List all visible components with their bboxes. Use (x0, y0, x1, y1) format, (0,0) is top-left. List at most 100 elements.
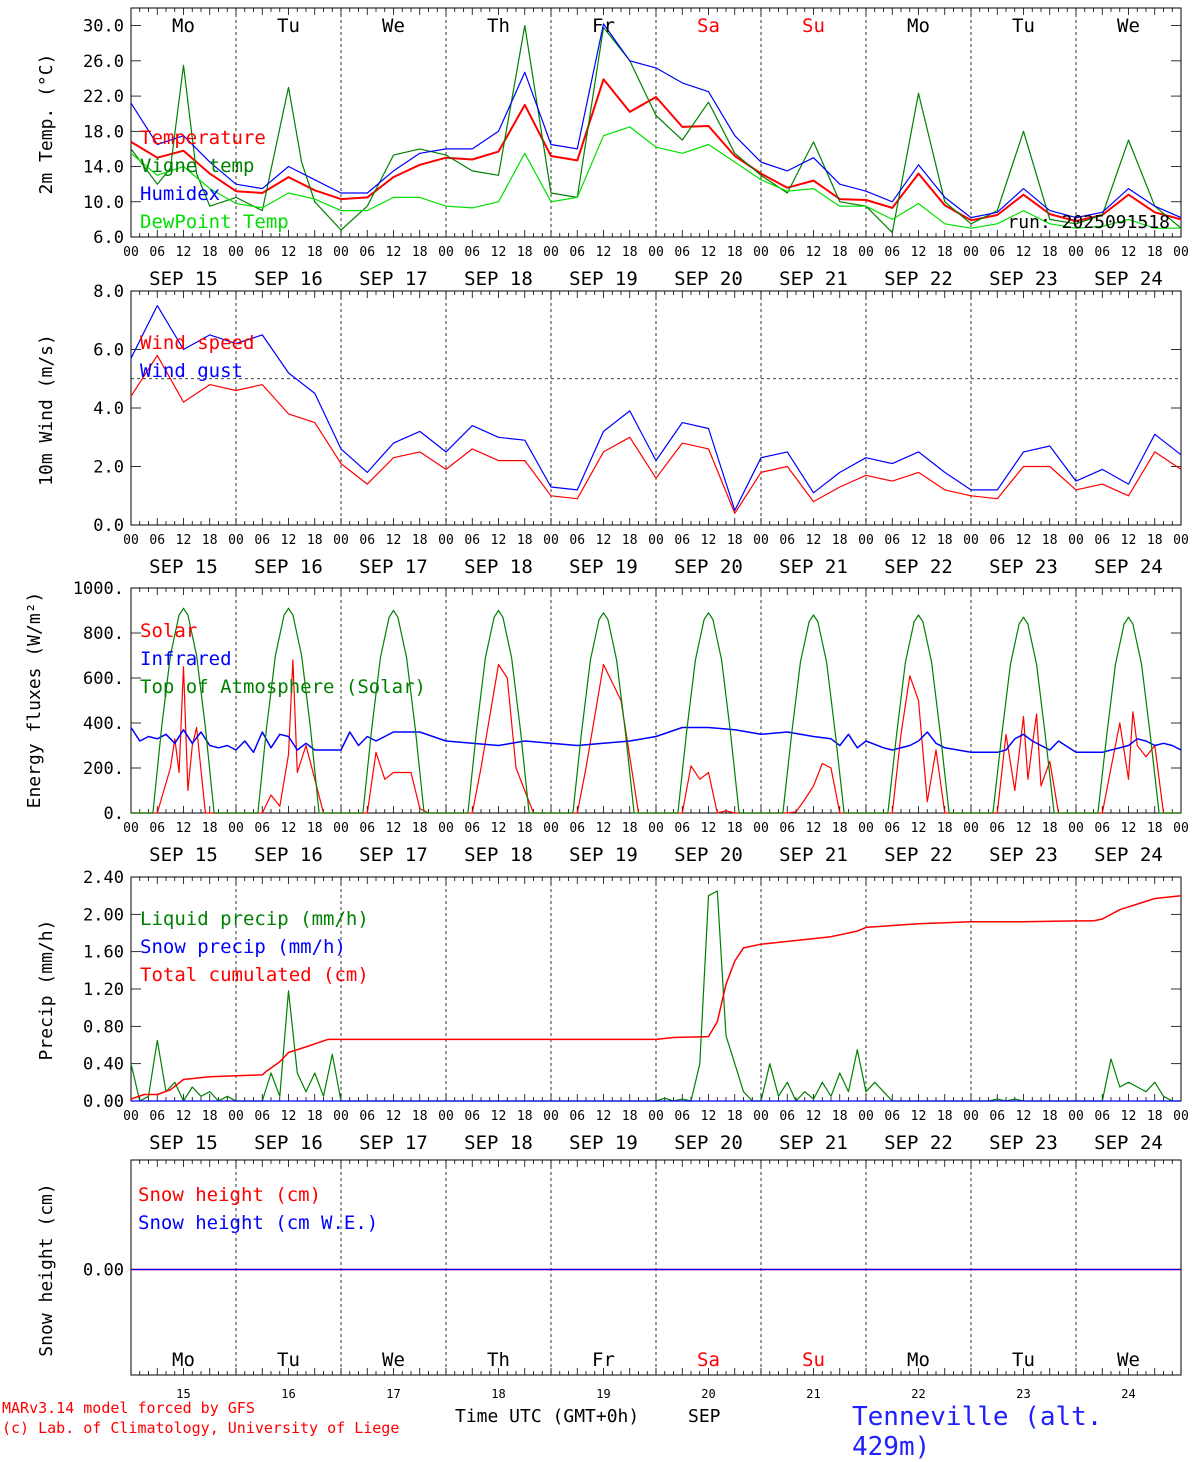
hour-label: 12 (386, 533, 402, 548)
hour-label: 06 (989, 1109, 1005, 1124)
hour-label: 18 (1042, 245, 1058, 260)
hour-label: 00 (1068, 245, 1084, 260)
hour-label: 18 (1147, 1109, 1163, 1124)
day-number-label: 19 (596, 1387, 610, 1401)
day-number-label: 20 (701, 1387, 715, 1401)
hour-label: 06 (884, 245, 900, 260)
series-line-infrared (130, 726, 1182, 754)
hour-label: 18 (307, 1109, 323, 1124)
y-tick-label: 30.0 (83, 17, 124, 37)
hour-label: 12 (491, 533, 507, 548)
hour-label: 18 (517, 1109, 533, 1124)
hour-label: 12 (491, 245, 507, 260)
date-label: SEP 15 (149, 268, 218, 290)
hour-label: 18 (832, 533, 848, 548)
hour-label: 06 (569, 245, 585, 260)
y-tick-label: 10.0 (83, 193, 124, 213)
hour-label: 06 (1094, 533, 1110, 548)
hour-label: 12 (911, 1109, 927, 1124)
y-tick-label: 1000. (73, 579, 124, 599)
hour-label: 18 (202, 245, 218, 260)
hour-label: 12 (281, 821, 297, 836)
hour-label: 12 (911, 533, 927, 548)
hour-label: 06 (779, 245, 795, 260)
y-tick-label: 0.00 (83, 1092, 124, 1112)
hour-label: 12 (911, 245, 927, 260)
hour-label: 12 (701, 1109, 717, 1124)
legend-entry: Vigne temp (140, 155, 254, 177)
y-tick-label: 2.0 (93, 458, 124, 478)
hour-label: 12 (596, 821, 612, 836)
day-number-label: 24 (1121, 1387, 1135, 1401)
hour-label: 12 (491, 821, 507, 836)
hour-label: 12 (386, 1109, 402, 1124)
date-label: SEP 23 (989, 268, 1058, 290)
hour-label: 18 (412, 533, 428, 548)
series-line-temperature (130, 78, 1182, 223)
series-line-dewpoint-temp (130, 126, 1181, 229)
date-label: SEP 19 (569, 844, 638, 866)
hour-label: 18 (1042, 533, 1058, 548)
hour-label: 00 (333, 1109, 349, 1124)
y-tick-label: 0.00 (83, 1261, 124, 1281)
weekday-label: Fr (592, 1349, 615, 1371)
date-label: SEP 18 (464, 556, 533, 578)
hour-label: 18 (202, 1109, 218, 1124)
hour-label: 00 (963, 821, 979, 836)
y-axis-label-snow: Snow height (cm) (36, 1183, 57, 1356)
hour-label: 12 (806, 821, 822, 836)
hour-label: 12 (386, 821, 402, 836)
hour-label: 06 (359, 821, 375, 836)
legend-entry: DewPoint Temp (140, 211, 289, 233)
date-label: SEP 21 (779, 268, 848, 290)
hour-label: 18 (832, 1109, 848, 1124)
weekday-label: Tu (1012, 1349, 1035, 1371)
hour-label: 00 (858, 533, 874, 548)
hour-label: 00 (753, 245, 769, 260)
day-number-label: 22 (911, 1387, 925, 1401)
hour-label: 18 (202, 533, 218, 548)
hour-label: 06 (674, 821, 690, 836)
y-tick-label: 1.60 (83, 943, 124, 963)
hour-label: 00 (333, 821, 349, 836)
hour-label: 06 (254, 821, 270, 836)
series-line-wind-gust (130, 305, 1182, 511)
date-label: SEP 22 (884, 1132, 953, 1154)
hour-label: 12 (596, 1109, 612, 1124)
hour-label: 06 (884, 821, 900, 836)
hour-label: 06 (884, 533, 900, 548)
hour-label: 00 (543, 533, 559, 548)
hour-label: 00 (1173, 245, 1189, 260)
day-number-label: 15 (176, 1387, 190, 1401)
hour-label: 00 (543, 245, 559, 260)
weekday-label: Sa (697, 15, 720, 37)
hour-label: 00 (648, 245, 664, 260)
weekday-label: Tu (277, 1349, 300, 1371)
hour-label: 12 (701, 533, 717, 548)
hour-label: 18 (832, 821, 848, 836)
date-label: SEP 17 (359, 844, 428, 866)
weekday-label: Mo (907, 15, 930, 37)
date-label: SEP 15 (149, 556, 218, 578)
hour-label: 18 (937, 533, 953, 548)
hour-label: 00 (123, 821, 139, 836)
date-label: SEP 22 (884, 268, 953, 290)
y-tick-label: 26.0 (83, 52, 124, 72)
hour-label: 06 (569, 821, 585, 836)
y-tick-label: 800. (83, 624, 124, 644)
hour-label: 12 (176, 245, 192, 260)
weekday-label: Sa (697, 1349, 720, 1371)
hour-label: 12 (1121, 245, 1137, 260)
y-tick-label: 14.0 (83, 158, 124, 178)
hour-label: 18 (1147, 533, 1163, 548)
hour-label: 00 (858, 821, 874, 836)
hour-label: 12 (806, 245, 822, 260)
hour-label: 00 (228, 1109, 244, 1124)
hour-label: 06 (149, 821, 165, 836)
date-label: SEP 20 (674, 844, 743, 866)
hour-label: 00 (123, 533, 139, 548)
hour-label: 12 (176, 821, 192, 836)
y-tick-label: 400. (83, 714, 124, 734)
date-label: SEP 23 (989, 1132, 1058, 1154)
hour-label: 18 (307, 245, 323, 260)
